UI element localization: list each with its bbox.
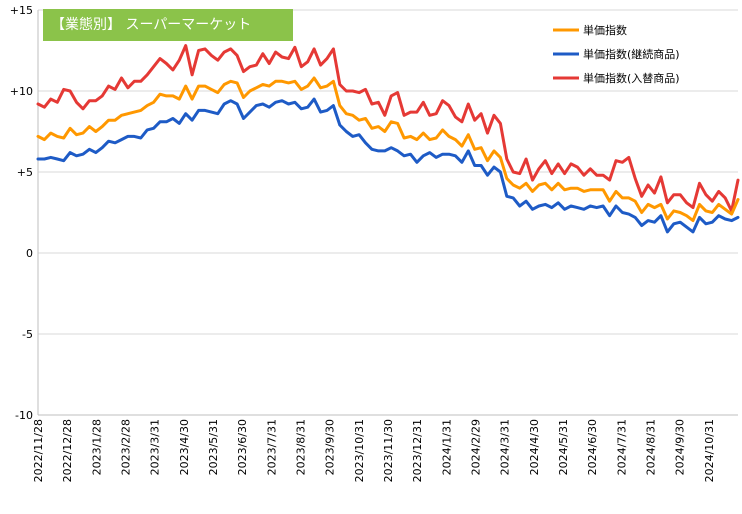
- y-tick-label: 0: [26, 247, 33, 260]
- x-tick-label: 2023/6/30: [236, 419, 249, 475]
- x-tick-label: 2023/12/31: [411, 419, 424, 482]
- x-tick-label: 2023/1/28: [90, 419, 103, 475]
- y-tick-label: -5: [22, 328, 33, 341]
- legend-label: 単価指数(入替商品): [583, 71, 680, 85]
- x-tick-label: 2023/2/28: [120, 419, 133, 475]
- y-tick-label: +5: [17, 166, 33, 179]
- x-tick-label: 2024/7/31: [615, 419, 628, 475]
- y-tick-label: -10: [15, 409, 33, 422]
- x-tick-label: 2024/1/31: [440, 419, 453, 475]
- x-tick-label: 2024/2/29: [470, 419, 483, 475]
- x-tick-label: 2024/4/30: [528, 419, 541, 475]
- series-line: [36, 97, 740, 234]
- x-tick-label: 2024/6/30: [586, 419, 599, 475]
- x-tick-label: 2023/8/31: [295, 419, 308, 475]
- x-tick-label: 2022/12/28: [61, 419, 74, 482]
- y-tick-label: +10: [10, 85, 33, 98]
- x-tick-label: 2023/4/30: [178, 419, 191, 475]
- x-tick-label: 2024/5/31: [557, 419, 570, 475]
- x-tick-label: 2022/11/28: [32, 419, 45, 482]
- x-tick-label: 2024/8/31: [645, 419, 658, 475]
- x-tick-label: 2024/9/30: [674, 419, 687, 475]
- x-tick-label: 2023/9/30: [324, 419, 337, 475]
- series-line: [36, 76, 740, 223]
- x-tick-label: 2024/10/31: [703, 419, 716, 482]
- legend-label: 単価指数: [583, 23, 627, 37]
- x-tick-label: 2024/3/31: [499, 419, 512, 475]
- x-tick-label: 2023/5/31: [207, 419, 220, 475]
- series-line: [36, 44, 740, 213]
- legend-label: 単価指数(継続商品): [583, 47, 680, 61]
- y-tick-label: +15: [10, 4, 33, 17]
- x-tick-label: 2023/7/31: [265, 419, 278, 475]
- x-tick-label: 2023/10/31: [353, 419, 366, 482]
- x-tick-label: 2023/11/30: [382, 419, 395, 482]
- chart-title: 【業態別】 スーパーマーケット: [43, 9, 293, 41]
- x-tick-label: 2023/3/31: [149, 419, 162, 475]
